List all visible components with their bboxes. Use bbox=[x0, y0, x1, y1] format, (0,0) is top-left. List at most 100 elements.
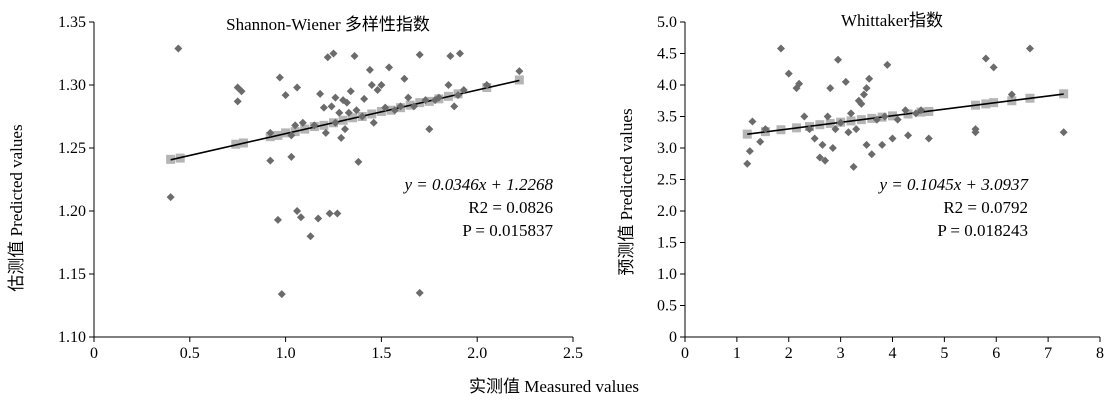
data-point bbox=[924, 134, 933, 143]
data-point bbox=[847, 109, 855, 118]
chart-title: Whittaker指数 bbox=[841, 11, 943, 30]
x-tick-label: 5 bbox=[940, 345, 948, 362]
x-tick-label: 4 bbox=[889, 345, 897, 362]
data-point bbox=[266, 128, 275, 137]
data-point bbox=[756, 137, 765, 146]
data-point bbox=[818, 140, 827, 149]
data-point bbox=[872, 115, 881, 124]
data-point bbox=[761, 125, 770, 134]
data-point bbox=[293, 83, 302, 92]
x-tick-label: 2 bbox=[785, 345, 793, 362]
r2-text: R2 = 0.0792 bbox=[943, 198, 1028, 217]
data-point bbox=[844, 128, 853, 137]
data-point bbox=[396, 102, 405, 111]
y-tick-label: 4.5 bbox=[657, 46, 677, 63]
x-tick-label: 7 bbox=[1044, 345, 1052, 362]
data-point bbox=[859, 90, 868, 99]
chart-whittaker: Whittaker指数 0 0.5 1.0 1.5 2.0 2.5 3.0 3.5 4.0 4.5… bbox=[617, 11, 1104, 362]
data-point bbox=[880, 112, 889, 121]
data-point bbox=[377, 81, 386, 89]
data-point bbox=[743, 159, 752, 168]
data-point bbox=[287, 152, 296, 161]
p-text: P = 0.018243 bbox=[937, 221, 1028, 240]
data-point bbox=[237, 87, 246, 96]
data-point bbox=[446, 52, 455, 61]
data-point bbox=[989, 63, 998, 72]
data-point bbox=[849, 162, 858, 171]
data-point bbox=[275, 73, 284, 82]
y-tick-label: 1.35 bbox=[58, 14, 86, 31]
p-text: P = 0.015837 bbox=[462, 221, 553, 240]
regression-equation: y = 0.0346x + 1.2268 bbox=[402, 175, 553, 194]
y-axis-label: 估测值 Predicted values bbox=[7, 124, 26, 291]
x-tick-label: 6 bbox=[992, 345, 1000, 362]
data-point bbox=[327, 102, 336, 111]
data-point bbox=[373, 86, 382, 95]
data-point bbox=[291, 121, 300, 130]
y-tick-label: 1.0 bbox=[657, 266, 677, 283]
data-point bbox=[277, 290, 286, 299]
data-point bbox=[917, 106, 926, 115]
data-point bbox=[281, 91, 290, 100]
x-tick-label: 3 bbox=[837, 345, 845, 362]
y-tick-label: 1.15 bbox=[58, 266, 86, 283]
y-tick-label: 3.0 bbox=[657, 140, 677, 157]
data-point bbox=[266, 156, 275, 165]
data-point bbox=[904, 131, 913, 140]
y-tick-label: 1.25 bbox=[58, 140, 86, 157]
fitted-point bbox=[514, 75, 524, 85]
data-point bbox=[862, 140, 871, 149]
data-point bbox=[748, 117, 757, 126]
data-point bbox=[329, 49, 338, 58]
data-point bbox=[878, 140, 887, 149]
y-tick-label: 1.30 bbox=[58, 77, 86, 94]
data-point bbox=[287, 131, 296, 140]
data-point bbox=[1059, 128, 1068, 137]
data-point bbox=[1025, 44, 1034, 53]
data-point bbox=[515, 67, 524, 76]
data-point bbox=[911, 109, 920, 118]
data-point bbox=[826, 84, 835, 93]
data-point bbox=[852, 125, 861, 134]
data-point bbox=[1007, 90, 1016, 99]
data-point bbox=[810, 134, 819, 143]
data-point bbox=[828, 144, 837, 152]
data-point bbox=[862, 84, 871, 93]
data-point bbox=[310, 121, 319, 130]
data-point bbox=[404, 93, 413, 102]
data-point bbox=[888, 134, 897, 143]
data-point bbox=[415, 50, 424, 59]
data-point bbox=[841, 77, 850, 86]
data-point bbox=[425, 125, 434, 134]
data-point bbox=[776, 44, 785, 53]
y-tick-label: 1.5 bbox=[657, 235, 677, 252]
eq-text: y = 0.1045x + 3.0937 bbox=[877, 175, 1029, 194]
data-point bbox=[454, 91, 463, 100]
data-point bbox=[795, 79, 804, 88]
y-tick-label: 5.0 bbox=[657, 14, 677, 31]
data-point bbox=[346, 87, 355, 96]
data-point bbox=[331, 93, 340, 102]
data-point bbox=[333, 209, 342, 218]
data-point bbox=[834, 55, 843, 64]
data-point bbox=[390, 106, 399, 115]
data-point bbox=[784, 69, 793, 78]
data-point bbox=[805, 125, 814, 134]
x-tick-label: 0.5 bbox=[180, 345, 200, 362]
data-point bbox=[836, 118, 845, 127]
data-point bbox=[831, 125, 840, 134]
y-tick-label: 4.0 bbox=[657, 77, 677, 94]
data-point bbox=[823, 112, 832, 121]
x-tick-label: 1.5 bbox=[371, 345, 391, 362]
p-value-label: P = 0.018243 bbox=[937, 221, 1028, 240]
data-point bbox=[971, 125, 980, 134]
data-point bbox=[455, 49, 464, 58]
data-point bbox=[325, 209, 334, 218]
data-point bbox=[981, 54, 990, 63]
r2-text: R2 = 0.0826 bbox=[468, 198, 553, 217]
y-tick-label: 3.5 bbox=[657, 109, 677, 126]
data-point bbox=[415, 288, 424, 297]
data-point bbox=[381, 103, 390, 112]
data-point bbox=[367, 81, 376, 89]
